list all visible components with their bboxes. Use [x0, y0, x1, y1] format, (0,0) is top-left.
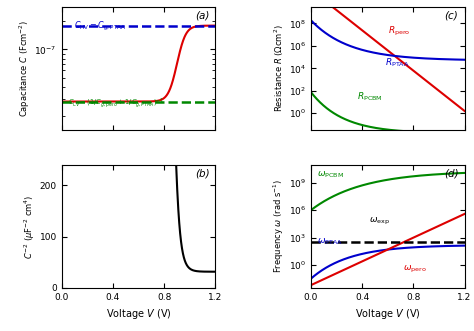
Text: $\omega_{\mathrm{PTAA}}$: $\omega_{\mathrm{PTAA}}$	[317, 237, 343, 247]
Text: (b): (b)	[195, 169, 210, 179]
Text: (a): (a)	[195, 11, 210, 21]
Y-axis label: Capacitance $C$ (Fcm$^{-2}$): Capacitance $C$ (Fcm$^{-2}$)	[17, 20, 32, 117]
Y-axis label: Frequency $\omega$ (rad s$^{-1}$): Frequency $\omega$ (rad s$^{-1}$)	[272, 179, 286, 273]
Text: $R_{\mathrm{PCBM}}$: $R_{\mathrm{PCBM}}$	[357, 90, 383, 103]
X-axis label: Voltage $V$ (V): Voltage $V$ (V)	[106, 307, 171, 321]
Text: $C_{\mathrm{LV}} = (1/C_{g,\mathrm{pero}} + 1/C_{g,\mathrm{PTAA}})^{-1}$: $C_{\mathrm{LV}} = (1/C_{g,\mathrm{pero}…	[68, 96, 164, 110]
Text: (c): (c)	[445, 11, 458, 21]
Text: $R_{\mathrm{pero}}$: $R_{\mathrm{pero}}$	[388, 25, 410, 38]
Y-axis label: $C^{-2}$ ($\mu$F$^{-2}$ cm$^{4}$): $C^{-2}$ ($\mu$F$^{-2}$ cm$^{4}$)	[22, 194, 36, 259]
Text: $C_{\mathrm{HV}} = C_{g,\mathrm{PTAA}}$: $C_{\mathrm{HV}} = C_{g,\mathrm{PTAA}}$	[74, 20, 126, 33]
Text: $R_{\mathrm{PTAA}}$: $R_{\mathrm{PTAA}}$	[384, 57, 409, 70]
X-axis label: Voltage $V$ (V): Voltage $V$ (V)	[355, 307, 420, 321]
Text: $\omega_{\mathrm{PCBM}}$: $\omega_{\mathrm{PCBM}}$	[317, 170, 344, 180]
Text: (d): (d)	[445, 169, 459, 179]
Text: $\omega_{\mathrm{pero}}$: $\omega_{\mathrm{pero}}$	[403, 264, 427, 275]
Y-axis label: Resistance $R$ ($\Omega$cm$^{2}$): Resistance $R$ ($\Omega$cm$^{2}$)	[273, 24, 286, 112]
Text: $\omega_{\mathrm{exp}}$: $\omega_{\mathrm{exp}}$	[369, 216, 390, 227]
